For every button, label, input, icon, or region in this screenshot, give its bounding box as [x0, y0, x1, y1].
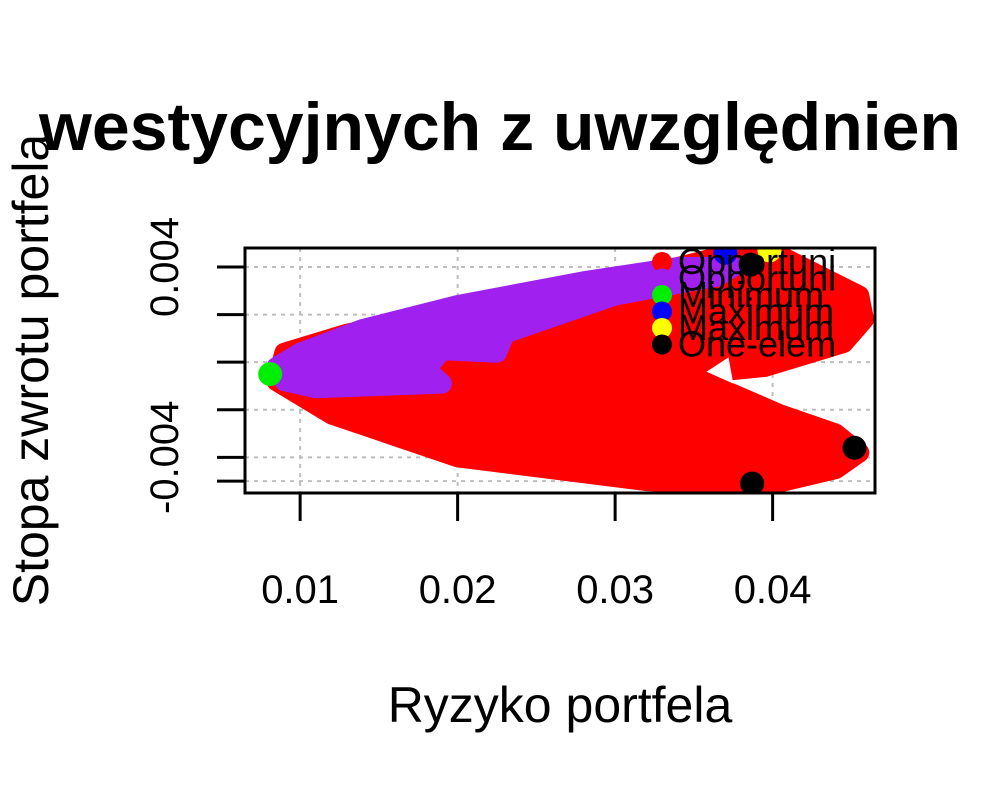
- legend: OpportuniOpportuniMinimumMaximumMaximumO…: [652, 241, 836, 365]
- legend-marker: [652, 318, 672, 338]
- series-region-shape: [266, 257, 744, 399]
- x-axis-title: Ryzyko portfela: [388, 677, 733, 733]
- data-point: [713, 248, 738, 265]
- legend-label: Opportuni: [678, 241, 836, 282]
- legend-label: Opportuni: [678, 258, 836, 299]
- data-layer: [258, 248, 874, 493]
- data-point: [842, 435, 867, 460]
- chart-title: westycyjnych z uwzględnien: [38, 89, 961, 165]
- y-axis-title: Stopa zwrotu portfela: [3, 134, 59, 607]
- legend-label: Maximum: [678, 291, 834, 332]
- legend-label: One-elem: [678, 324, 836, 365]
- data-point: [738, 252, 763, 277]
- x-tick-label: 0.02: [419, 568, 497, 612]
- x-tick-label: 0.03: [576, 568, 654, 612]
- data-point: [258, 362, 283, 387]
- data-point: [740, 471, 765, 493]
- x-axis: 0.01 0.02 0.03 0.04: [261, 491, 812, 612]
- legend-label: Maximum: [678, 307, 834, 348]
- data-point: [757, 248, 782, 263]
- legend-marker: [652, 285, 672, 305]
- legend-marker: [652, 252, 672, 272]
- legend-marker: [652, 268, 672, 289]
- y-tick-label: 0.004: [143, 217, 187, 317]
- legend-marker: [652, 334, 672, 355]
- series-region-gap: [706, 357, 734, 384]
- x-tick-label: 0.01: [261, 568, 339, 612]
- series-region: [266, 257, 744, 399]
- legend-marker: [652, 301, 672, 322]
- y-tick-label: -0.004: [143, 401, 187, 514]
- x-tick-label: 0.04: [734, 568, 812, 612]
- legend-label: Minimum: [678, 274, 824, 315]
- y-axis: -0.004 0.004: [143, 217, 247, 514]
